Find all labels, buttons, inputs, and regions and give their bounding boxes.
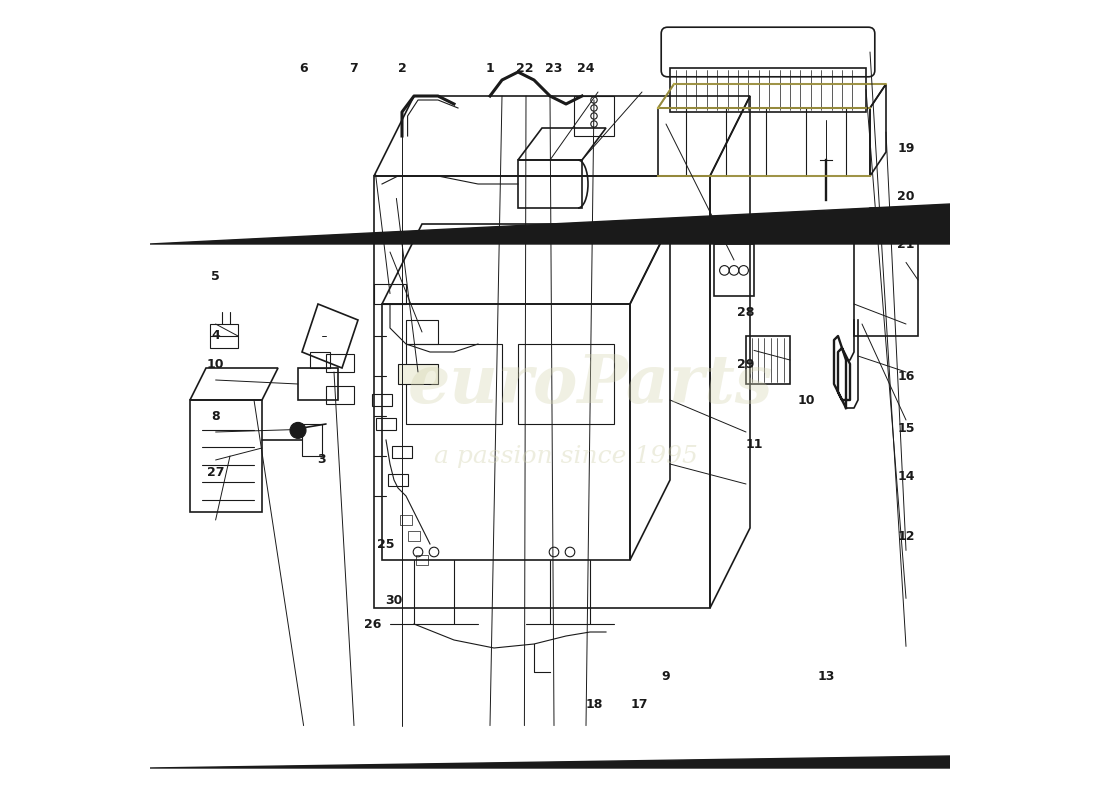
- Text: 10: 10: [207, 358, 224, 370]
- Text: 3: 3: [318, 454, 327, 466]
- Text: 11: 11: [746, 438, 762, 450]
- Text: 9: 9: [662, 670, 670, 682]
- Text: 29: 29: [737, 358, 755, 370]
- Bar: [406, 344, 502, 424]
- Bar: [518, 344, 614, 424]
- Bar: [373, 394, 392, 406]
- Text: 20: 20: [898, 190, 915, 202]
- Bar: [388, 474, 408, 486]
- Text: 12: 12: [898, 530, 915, 542]
- Text: 21: 21: [898, 238, 915, 250]
- Bar: [376, 418, 396, 430]
- Bar: [406, 320, 438, 344]
- Circle shape: [290, 422, 306, 438]
- Text: 24: 24: [578, 62, 595, 74]
- Text: 15: 15: [898, 422, 915, 434]
- Text: 4: 4: [211, 330, 220, 342]
- Text: 17: 17: [630, 698, 648, 710]
- Text: 8: 8: [211, 410, 220, 422]
- Bar: [310, 352, 330, 368]
- Text: 25: 25: [377, 538, 395, 550]
- Text: 16: 16: [898, 370, 915, 382]
- Bar: [416, 555, 428, 565]
- Text: a passion since 1995: a passion since 1995: [434, 445, 697, 467]
- Bar: [326, 354, 354, 372]
- Text: 23: 23: [546, 62, 563, 74]
- Text: 18: 18: [585, 698, 603, 710]
- Bar: [326, 386, 354, 404]
- Text: euroParts: euroParts: [407, 351, 772, 417]
- Text: 30: 30: [385, 594, 403, 606]
- Bar: [393, 446, 411, 458]
- Text: 6: 6: [299, 62, 308, 74]
- Text: 26: 26: [364, 618, 381, 630]
- Polygon shape: [150, 660, 1100, 768]
- Bar: [399, 515, 412, 525]
- Text: 10: 10: [798, 394, 815, 406]
- Text: 5: 5: [211, 270, 220, 282]
- Text: 13: 13: [817, 670, 835, 682]
- Text: 2: 2: [397, 62, 406, 74]
- Text: 19: 19: [898, 142, 915, 154]
- Text: 7: 7: [350, 62, 359, 74]
- Bar: [398, 364, 438, 384]
- Polygon shape: [150, 180, 1100, 268]
- Text: 27: 27: [207, 466, 224, 478]
- Text: 14: 14: [898, 470, 915, 482]
- Bar: [408, 531, 420, 541]
- Bar: [302, 424, 322, 456]
- Text: 1: 1: [485, 62, 494, 74]
- Text: 22: 22: [516, 62, 534, 74]
- Bar: [374, 284, 406, 304]
- Text: 28: 28: [737, 306, 755, 318]
